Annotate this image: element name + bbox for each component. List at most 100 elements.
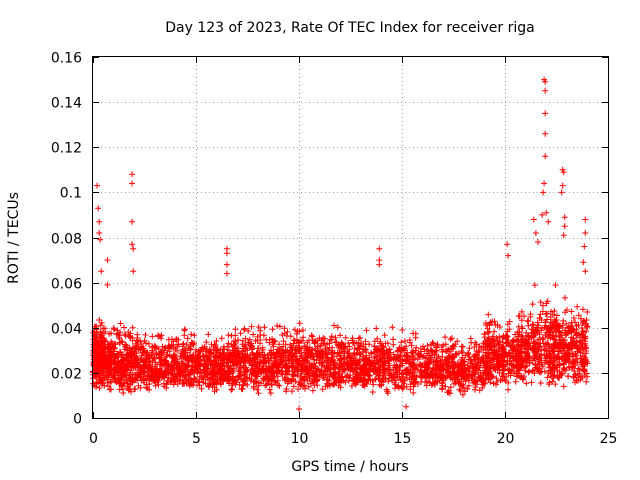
data-point <box>454 376 461 383</box>
data-point <box>386 346 393 353</box>
data-point <box>558 372 565 378</box>
data-point <box>485 311 492 318</box>
data-point <box>275 347 282 353</box>
data-point <box>543 300 550 307</box>
data-point <box>292 347 299 354</box>
data-point <box>254 386 261 393</box>
data-point <box>111 356 118 362</box>
data-point <box>579 306 586 313</box>
data-point <box>258 365 265 371</box>
data-point <box>386 362 393 369</box>
data-point <box>291 371 298 378</box>
data-point <box>584 309 591 315</box>
data-point <box>189 340 196 347</box>
data-point <box>495 341 502 348</box>
data-point <box>403 353 410 359</box>
data-point <box>305 353 312 360</box>
data-point <box>380 348 386 354</box>
data-point <box>339 368 346 375</box>
data-point <box>129 180 136 187</box>
data-point <box>229 343 236 350</box>
data-point <box>172 345 179 352</box>
data-point <box>119 362 126 369</box>
data-point <box>412 334 419 341</box>
data-point <box>160 371 167 378</box>
data-point <box>390 375 397 381</box>
data-point <box>356 345 362 352</box>
data-point <box>447 384 454 391</box>
data-point <box>395 384 402 391</box>
data-point <box>270 343 277 350</box>
data-point <box>579 325 585 331</box>
data-point <box>173 372 180 379</box>
data-point <box>298 353 305 360</box>
data-point <box>567 346 573 353</box>
data-point <box>122 332 129 339</box>
data-point <box>199 376 206 383</box>
data-point <box>168 342 175 349</box>
data-point <box>93 383 99 390</box>
data-point <box>334 324 341 331</box>
data-point <box>308 332 315 339</box>
data-point <box>370 381 377 388</box>
data-point <box>250 331 257 338</box>
data-point <box>107 379 114 386</box>
data-point <box>379 366 386 373</box>
data-point <box>389 324 396 331</box>
data-point <box>466 365 473 372</box>
data-point <box>197 363 204 370</box>
data-point <box>415 381 421 387</box>
data-point <box>402 347 408 354</box>
data-point <box>357 351 363 358</box>
data-point <box>97 236 104 243</box>
data-point <box>357 365 364 372</box>
data-point <box>513 373 520 380</box>
data-point <box>260 375 267 382</box>
data-point <box>556 323 563 330</box>
data-point <box>228 380 235 387</box>
data-point <box>265 365 272 372</box>
data-point <box>331 322 338 329</box>
data-point <box>155 381 162 388</box>
data-point <box>385 369 392 375</box>
data-point <box>305 383 312 390</box>
data-point <box>553 339 560 345</box>
data-point <box>117 375 124 382</box>
data-point <box>558 330 565 336</box>
data-point <box>410 330 417 337</box>
data-point <box>163 358 169 365</box>
data-point <box>431 379 438 386</box>
data-point <box>466 354 473 360</box>
data-point <box>105 365 112 372</box>
data-point <box>246 354 252 361</box>
data-point <box>467 335 474 342</box>
data-point <box>381 332 388 339</box>
data-point <box>225 332 232 339</box>
data-point <box>516 353 523 359</box>
data-point <box>487 343 494 350</box>
data-point <box>489 318 496 325</box>
y-tick-label: 0.02 <box>51 367 82 383</box>
data-point <box>515 354 522 361</box>
data-point <box>439 386 446 393</box>
data-point <box>289 388 295 395</box>
data-point <box>582 350 589 357</box>
data-point <box>545 370 552 376</box>
data-point <box>255 324 262 330</box>
y-tick-label: 0 <box>73 412 82 428</box>
data-point <box>475 374 482 381</box>
data-point <box>195 348 202 355</box>
data-point <box>362 347 368 354</box>
data-point <box>97 328 104 335</box>
data-point <box>125 383 132 390</box>
data-point <box>295 386 301 392</box>
data-point <box>471 353 478 359</box>
data-point <box>170 338 177 345</box>
data-point <box>475 359 482 366</box>
data-point <box>548 367 555 374</box>
data-point <box>390 336 397 343</box>
data-point <box>106 351 113 358</box>
data-point <box>189 355 196 362</box>
data-point <box>194 354 201 361</box>
data-point <box>308 364 315 370</box>
